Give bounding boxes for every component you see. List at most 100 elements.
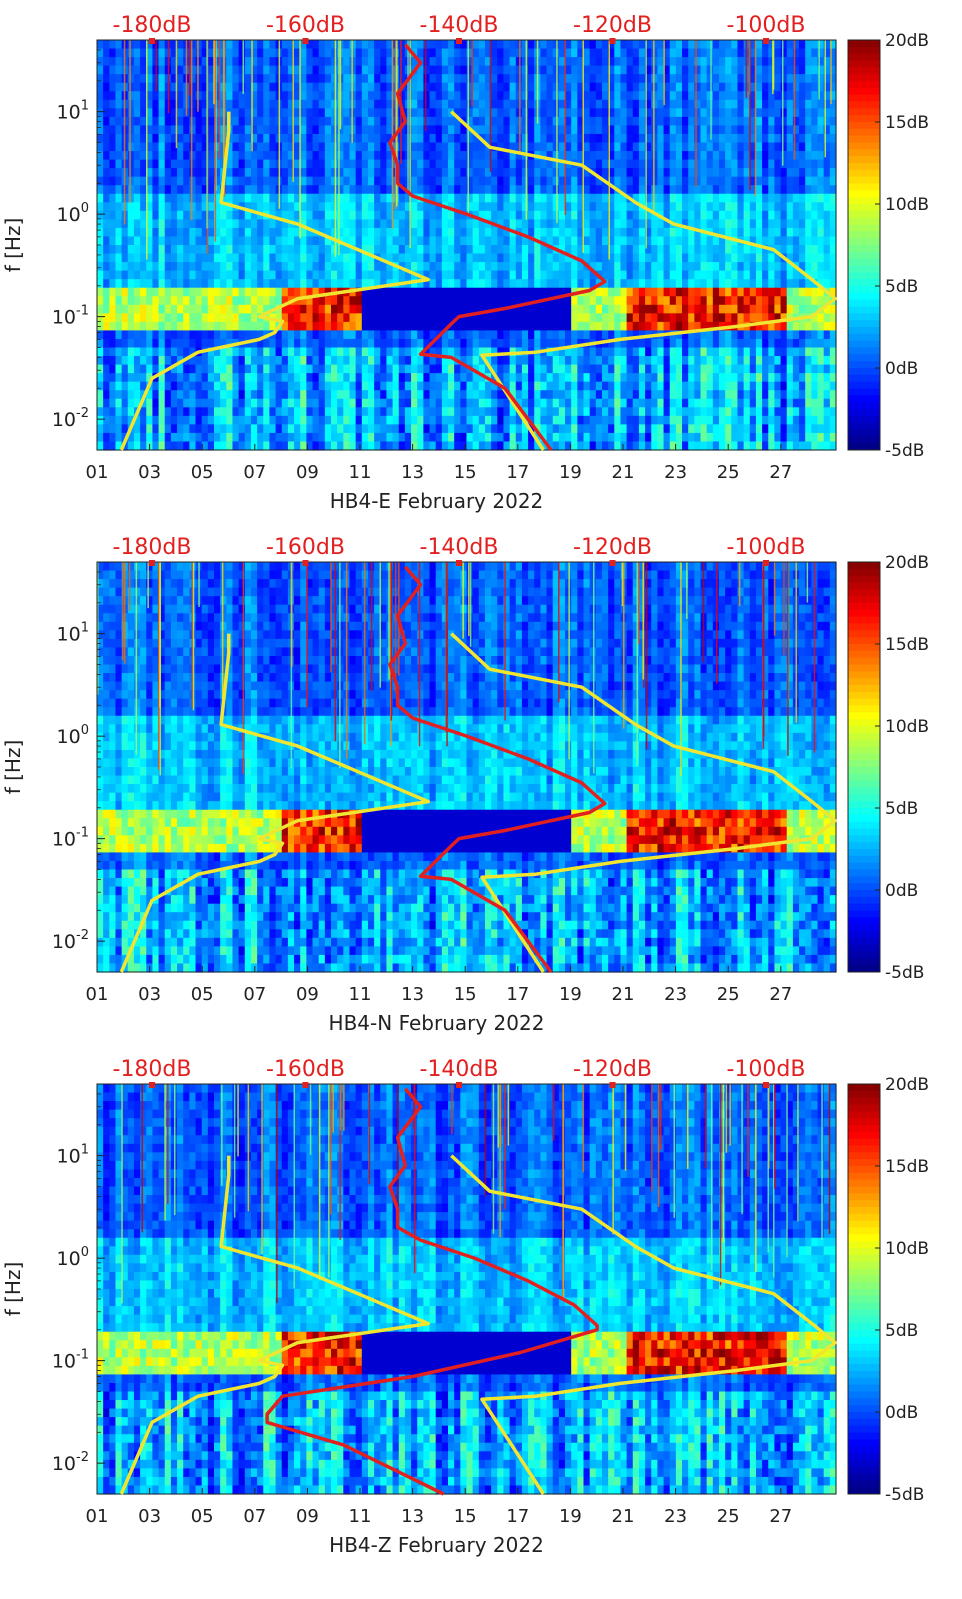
x-tick-label: 11	[349, 984, 372, 1005]
overlay-curve-2	[450, 110, 837, 451]
x-tick-label: 27	[769, 1506, 792, 1527]
colorbar-tick-label: 5dB	[885, 277, 918, 297]
colorbar-tick-label: 20dB	[885, 553, 929, 573]
colorbar-tick-label: -5dB	[885, 1485, 924, 1505]
colorbar-tick-label: 15dB	[885, 1157, 929, 1177]
x-tick-label: 13	[401, 462, 424, 483]
y-tick-label: 10-1	[52, 304, 89, 329]
y-axis: 10-2 10-1 100 101	[52, 1083, 105, 1475]
x-tick-label: 19	[559, 984, 582, 1005]
x-tick-label: 11	[349, 462, 372, 483]
y-axis-label: f [Hz]	[1, 218, 25, 273]
top-tick-label: -140dB	[420, 13, 499, 38]
x-tick-label: 07	[243, 984, 266, 1005]
x-axis: 01 03 05 07 09 11 13 15 17 19 21 23 25 27	[86, 444, 792, 483]
colorbar-tick-label: 10dB	[885, 1239, 929, 1259]
top-db-axis: -180dB -160dB -140dB -120dB -100dB	[113, 13, 806, 44]
top-tick-mark	[763, 1082, 769, 1088]
x-tick-label: 17	[506, 462, 529, 483]
overlay-curves	[119, 43, 837, 452]
top-tick-label: -100dB	[727, 1057, 806, 1082]
x-tick-label: 25	[717, 984, 740, 1005]
x-tick-label: 21	[612, 462, 635, 483]
top-db-axis: -180dB -160dB -140dB -120dB -100dB	[113, 535, 806, 566]
y-tick-label: 10-2	[52, 928, 89, 953]
overlay-curve-2	[450, 632, 837, 973]
top-tick-mark	[149, 560, 155, 566]
overlay-curve-1	[119, 1155, 431, 1495]
overlay-curves	[119, 565, 837, 974]
overlay-curve-1	[119, 633, 431, 973]
y-tick-label: 100	[57, 723, 89, 748]
y-tick-label: 10-1	[52, 1348, 89, 1373]
colorbar: 20dB 15dB 10dB 5dB 0dB -5dB	[847, 31, 929, 461]
overlay-curve-3	[388, 43, 607, 452]
y-axis-label: f [Hz]	[1, 1262, 25, 1317]
top-tick-mark	[456, 38, 462, 44]
overlay-curves	[119, 1087, 837, 1496]
x-tick-label: 01	[86, 984, 109, 1005]
x-tick-label: 15	[454, 1506, 477, 1527]
spectrogram-panel-z: 01 03 05 07 09 11 13 15 17 19 21 23 25 27 HB4-Z Februa…	[1, 1057, 929, 1557]
overlay-curve-2	[450, 1154, 837, 1495]
x-axis-label: HB4-E February 2022	[330, 489, 544, 513]
colorbar-tick-label: 0dB	[885, 1403, 918, 1423]
x-tick-label: 27	[769, 462, 792, 483]
overlay-curve-3	[265, 1087, 599, 1496]
top-tick-label: -120dB	[573, 535, 652, 560]
x-tick-label: 27	[769, 984, 792, 1005]
x-tick-label: 05	[191, 1506, 214, 1527]
spectrogram-streaks	[121, 1084, 831, 1304]
colorbar-tick-label: -5dB	[885, 441, 924, 461]
top-tick-mark	[302, 1082, 309, 1088]
y-axis: 10-2 10-1 100 101	[52, 39, 105, 431]
colorbar-tick-label: 0dB	[885, 881, 918, 901]
y-tick-label: 100	[57, 201, 89, 226]
spectrogram-image	[97, 1084, 837, 1495]
colorbar-tick-label: 15dB	[885, 635, 929, 655]
x-tick-label: 19	[559, 462, 582, 483]
top-tick-mark	[456, 1082, 462, 1088]
top-tick-label: -160dB	[266, 535, 345, 560]
top-tick-label: -180dB	[113, 535, 192, 560]
x-tick-label: 25	[717, 462, 740, 483]
spectrogram-image	[97, 562, 837, 973]
spectrogram-panel-n: 01 03 05 07 09 11 13 15 17 19 21 23 25 27 HB4-N Februa…	[1, 535, 929, 1035]
top-tick-label: -180dB	[113, 13, 192, 38]
top-tick-label: -180dB	[113, 1057, 192, 1082]
top-tick-mark	[302, 38, 309, 44]
overlay-curve-1	[119, 111, 431, 451]
x-tick-label: 23	[664, 984, 687, 1005]
colorbar-tick-label: 20dB	[885, 31, 929, 51]
x-tick-label: 09	[296, 462, 319, 483]
top-tick-mark	[456, 560, 462, 566]
colorbar: 20dB 15dB 10dB 5dB 0dB -5dB	[847, 1075, 929, 1505]
top-tick-label: -140dB	[420, 1057, 499, 1082]
top-tick-label: -100dB	[727, 535, 806, 560]
top-tick-mark	[609, 38, 616, 44]
x-tick-label: 19	[559, 1506, 582, 1527]
y-tick-label: 101	[57, 99, 89, 124]
colorbar-tick-label: 5dB	[885, 1321, 918, 1341]
x-tick-label: 07	[243, 462, 266, 483]
x-tick-label: 23	[664, 1506, 687, 1527]
top-tick-label: -120dB	[573, 13, 652, 38]
colorbar-tick-label: 10dB	[885, 717, 929, 737]
y-tick-label: 10-2	[52, 406, 89, 431]
x-tick-label: 21	[612, 1506, 635, 1527]
y-axis-label: f [Hz]	[1, 740, 25, 795]
spectrogram-streaks	[123, 40, 832, 260]
spectrogram-streaks	[97, 562, 816, 777]
top-tick-label: -140dB	[420, 535, 499, 560]
x-tick-label: 25	[717, 1506, 740, 1527]
top-tick-mark	[609, 560, 616, 566]
x-tick-label: 21	[612, 984, 635, 1005]
colorbar-tick-label: -5dB	[885, 963, 924, 983]
y-tick-label: 100	[57, 1245, 89, 1270]
x-tick-label: 13	[401, 1506, 424, 1527]
top-tick-label: -100dB	[727, 13, 806, 38]
top-tick-mark	[302, 560, 309, 566]
x-tick-label: 15	[454, 462, 477, 483]
spectrogram-panel-e: 01 03 05 07 09 11 13 15 17 19 21 23 25 27 HB4-E Februa…	[1, 13, 929, 513]
